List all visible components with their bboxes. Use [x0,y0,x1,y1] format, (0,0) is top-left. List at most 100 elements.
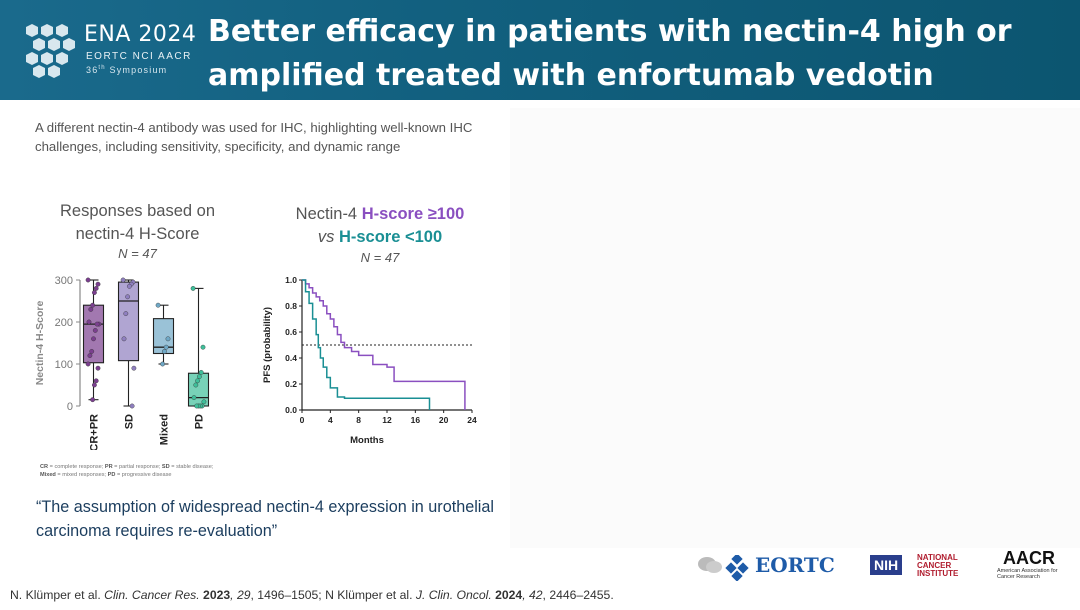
data-point [196,374,202,380]
data-point [90,397,95,403]
eortc-logo-text: EORTC [755,553,835,577]
caption-text: A different nectin-4 antibody was used f… [35,120,473,154]
y-tick-label: 200 [55,317,73,329]
conference-orgs: EORTC NCI AACR [86,51,192,62]
box [82,304,105,364]
nci-line: CANCER [917,561,952,570]
data-point [85,277,91,283]
abbrev-line-2: Mixed = mixed responses; PD = progressiv… [40,471,250,479]
data-point [92,290,97,295]
nci-logo-text: NATIONAL CANCER INSTITUTE [917,554,958,578]
data-point [94,321,100,327]
boxplot-title: Responses based on nectin-4 H-Score [59,202,216,243]
data-point [89,349,95,354]
data-point [200,344,206,350]
symposium-suffix: th [98,65,106,71]
data-point [87,353,93,359]
data-point [91,336,96,342]
abbrev-key: SD [161,464,170,470]
eortc-logo-icon [725,555,749,581]
data-point [155,302,161,308]
ref1-year: 2023 [199,588,231,602]
y-axis-label: Nectin-4 H-Score [34,301,46,386]
km-chart: 0.0 0.2 0.4 0.6 0.8 1.0 0 4 8 12 16 20 24 Months PFS (… [262,275,477,446]
data-point [92,382,97,388]
data-point [88,307,94,312]
y-tick-label: 0.4 [285,353,297,363]
x-axis-label: Months [350,435,384,446]
data-point [93,378,99,384]
data-point [190,285,196,291]
abbrev-def: = progressive disease [115,472,172,478]
ref1-volume: , 29 [230,588,251,602]
y-tick-label: 0.6 [285,327,297,337]
data-point [120,277,126,283]
abbrev-key: PR [104,464,113,470]
ena-logo-icon [24,22,76,78]
box [117,281,140,362]
ref2-pages: , 2446–2455. [542,588,614,602]
aacr-subtitle: American Association for Cancer Research [997,568,1058,580]
km-n-label: N = 47 [360,250,400,265]
data-point [131,365,137,371]
data-point [90,302,95,308]
data-point [92,328,98,333]
abbrev-def: = partial response; [112,464,162,470]
symposium-label: 36th Symposium [86,65,167,75]
sponsor-logos: EORTC NIH NATIONAL CANCER INSTITUTE AACR… [695,545,1075,590]
data-point [125,294,131,300]
x-tick-label: 0 [300,415,305,425]
x-tick-label: 4 [328,415,333,425]
x-tick-label: 24 [467,415,477,425]
abbrev-key: Mixed [40,472,56,478]
symposium-word: Symposium [109,65,168,75]
km-title-vs: vs [317,228,335,246]
ref1-journal: Clin. Cancer Res. [104,588,200,602]
ref2-year: 2024 [491,588,523,602]
data-point [165,336,171,342]
nci-line: INSTITUTE [917,569,959,578]
data-point [201,399,207,405]
x-tick-label: 16 [411,415,421,425]
data-point [129,403,135,409]
y-tick-label: 100 [55,359,73,371]
boxplot-chart: 0 100 200 300 Nectin-4 H-Score CR+PR SD Mixed PD [34,275,210,450]
data-point [95,365,101,371]
data-point [193,382,199,388]
right-blank-area [510,108,1080,548]
category-label: PD [194,414,206,429]
km-title-part1: Nectin-4 [295,205,362,223]
category-label: CR+PR [89,414,101,450]
wechat-icon [698,557,722,573]
data-point [121,336,127,342]
ref1-author: N. Klümper et al. [10,588,105,602]
data-point [160,361,166,367]
symposium-number: 36 [86,65,99,75]
data-point [194,403,200,409]
ref1-pages: , 1496–1505; [250,588,326,602]
y-tick-label: 1.0 [285,275,297,285]
box [152,318,175,355]
data-point [127,283,132,289]
data-point [95,281,101,287]
ref2-journal: J. Clin. Oncol. [415,588,492,602]
slide-title: Better efficacy in patients with nectin-… [208,14,1012,137]
abbrev-key: PD [107,472,116,478]
conference-title: ENA 2024 [84,22,197,47]
abbrev-def: = mixed responses; [55,472,108,478]
y-tick-label: 0.0 [285,405,297,415]
km-title: Nectin-4 H-score ≥100 vs H-score <100 [270,203,490,249]
km-series-curve [302,279,431,410]
x-tick-label: 20 [439,415,449,425]
boxplot-n-label: N = 47 [118,246,157,261]
data-point [195,378,201,384]
ref2-author: N Klümper et al. [325,588,416,602]
category-label: Mixed [159,414,171,445]
data-point [85,361,91,367]
data-point [123,311,129,316]
nci-line: NATIONAL [917,553,958,562]
abbreviations: CR = complete response; PR = partial res… [40,463,250,479]
abbrev-def: = complete response; [48,464,105,470]
footer-references: N. Klümper et al. Clin. Cancer Res. 2023… [10,588,650,602]
km-series-curve [302,279,466,410]
